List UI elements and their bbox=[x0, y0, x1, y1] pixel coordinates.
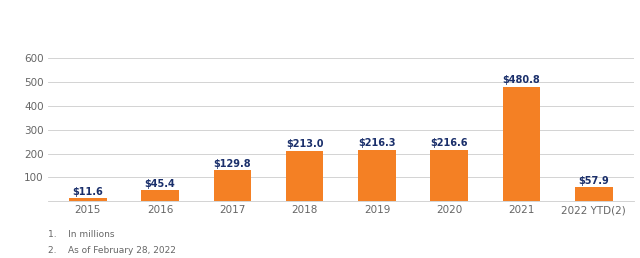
Bar bbox=[141, 190, 179, 201]
Bar bbox=[358, 150, 396, 201]
Bar bbox=[69, 198, 106, 201]
Text: $480.8: $480.8 bbox=[502, 75, 540, 85]
Text: $129.8: $129.8 bbox=[214, 159, 251, 169]
Text: 1.    In millions: 1. In millions bbox=[48, 230, 115, 239]
Text: $213.0: $213.0 bbox=[286, 139, 323, 149]
Text: $11.6: $11.6 bbox=[72, 187, 103, 197]
Text: ORIGINATIONS¹: ORIGINATIONS¹ bbox=[8, 15, 123, 28]
Text: 2.    As of February 28, 2022: 2. As of February 28, 2022 bbox=[48, 246, 176, 255]
Text: $216.6: $216.6 bbox=[431, 138, 468, 148]
Bar bbox=[503, 87, 540, 201]
Bar bbox=[286, 150, 323, 201]
Bar bbox=[575, 188, 612, 201]
Text: $45.4: $45.4 bbox=[145, 179, 175, 189]
Bar bbox=[431, 150, 468, 201]
Text: $57.9: $57.9 bbox=[579, 176, 609, 186]
Bar bbox=[214, 170, 251, 201]
Text: $216.3: $216.3 bbox=[358, 138, 396, 148]
